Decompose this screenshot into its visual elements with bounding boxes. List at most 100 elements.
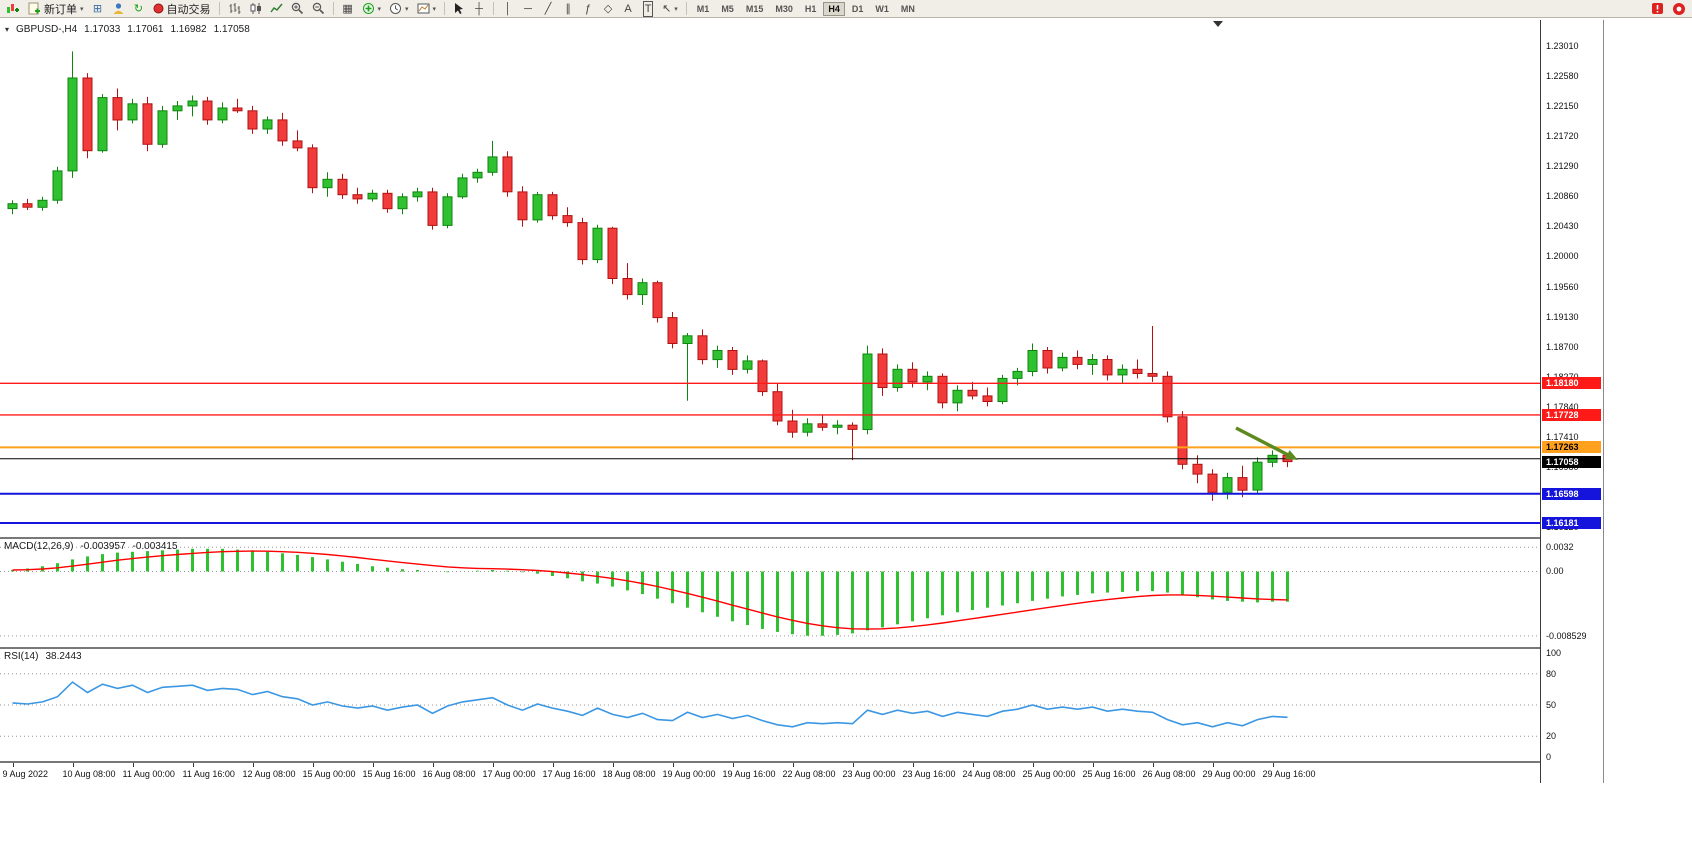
time-axis-tick [312, 763, 314, 767]
time-axis-tick [12, 763, 14, 767]
timeframe-button-m15[interactable]: M15 [741, 2, 769, 16]
text-icon: A [624, 2, 632, 15]
tile-windows-button[interactable]: ▦ [339, 1, 357, 17]
candles-layer [7, 51, 1293, 501]
vertical-line-tool-button[interactable]: │ [499, 1, 517, 17]
time-axis-label: 29 Aug 00:00 [1202, 769, 1256, 779]
horizontal-line-tool-button[interactable]: ─ [519, 1, 537, 17]
rsi-grid [0, 673, 1540, 737]
time-axis-tick [252, 763, 254, 767]
panel-divider[interactable] [0, 647, 1602, 649]
time-axis[interactable]: 9 Aug 2022 10 Aug 08:00 11 Aug 00:00 11 Aug… [0, 763, 1540, 783]
channel-tool-button[interactable]: ∥ [559, 1, 577, 17]
time-axis-label: 24 Aug 08:00 [962, 769, 1016, 779]
price-axis[interactable]: 1.23010 1.22580 1.22150 1.21720 1.21290 1.208… [1540, 20, 1604, 783]
chevron-down-icon: ▾ [377, 5, 382, 13]
channel-icon: ∥ [565, 2, 571, 15]
bar-high-value: 1.17061 [127, 24, 164, 35]
time-axis-label: 9 Aug 2022 [2, 769, 49, 779]
cursor-button[interactable] [450, 1, 468, 17]
time-axis-tick [372, 763, 374, 767]
timeframe-button-m5[interactable]: M5 [716, 2, 739, 16]
time-axis-tick [672, 763, 674, 767]
toolbar-separator [444, 2, 446, 15]
arrows-icon: ↖ [662, 2, 672, 15]
timeframe-button-m1[interactable]: M1 [692, 2, 715, 16]
main-toolbar: 新订单 ▾ ⊞ ↻ 自动交易 [0, 0, 1692, 18]
price-level-tag: 1.16181 [1542, 517, 1601, 529]
price-axis-label: 1.20000 [1546, 251, 1579, 261]
indicators-button[interactable]: ▾ [359, 1, 385, 17]
price-level-tag: 1.16598 [1542, 488, 1601, 500]
time-axis-label: 17 Aug 00:00 [482, 769, 536, 779]
alert-button[interactable] [1648, 1, 1667, 17]
templates-button[interactable]: ▾ [414, 1, 440, 17]
price-chart[interactable] [0, 20, 1540, 537]
price-axis-label: 1.19130 [1546, 312, 1579, 322]
zoom-in-button[interactable] [288, 1, 307, 17]
alert-icon [1652, 3, 1663, 14]
crosshair-button[interactable]: ┼ [470, 1, 488, 17]
market-watch-icon: ⊞ [92, 2, 103, 15]
new-chart-icon [7, 3, 19, 13]
rsi-chart[interactable] [0, 649, 1540, 761]
price-axis-label: 1.20430 [1546, 221, 1579, 231]
shapes-tool-button[interactable]: ◇ [599, 1, 617, 17]
community-button[interactable] [109, 1, 128, 17]
market-watch-button[interactable]: ⊞ [89, 1, 107, 17]
candlestick-mode-button[interactable] [246, 1, 265, 17]
shapes-icon: ◇ [603, 2, 613, 15]
one-click-trading-toggle-icon[interactable]: ▾ [5, 25, 10, 34]
price-axis-label: 1.20860 [1546, 191, 1579, 201]
bar-chart-mode-button[interactable] [225, 1, 244, 17]
macd-axis-label: 0.00 [1546, 566, 1564, 576]
notification-button[interactable] [1669, 1, 1689, 17]
rsi-name: RSI(14) [4, 651, 39, 662]
rsi-axis-label: 100 [1546, 648, 1562, 658]
new-order-button[interactable]: 新订单 ▾ [25, 1, 87, 17]
timeframe-button-m30[interactable]: M30 [770, 2, 798, 16]
chevron-down-icon: ▾ [80, 5, 84, 13]
trendline-tool-button[interactable]: ╱ [539, 1, 557, 17]
text-tool-button[interactable]: A [619, 1, 637, 17]
line-chart-icon [269, 3, 283, 13]
time-axis-tick [612, 763, 614, 767]
timeframe-button-h4[interactable]: H4 [823, 1, 845, 16]
arrows-tool-button[interactable]: ↖ ▾ [659, 1, 681, 17]
text-label-tool-button[interactable]: T [639, 0, 657, 17]
macd-panel: MACD(12,26,9) -0.003957 -0.003415 [0, 539, 1540, 647]
timeframe-button-mn[interactable]: MN [896, 2, 920, 16]
text-label-icon: T [642, 0, 654, 17]
line-chart-mode-button[interactable] [267, 1, 286, 17]
period-button[interactable]: ▾ [386, 1, 412, 17]
current-price-tag: 1.17058 [1542, 456, 1601, 468]
timeframe-button-d1[interactable]: D1 [847, 2, 869, 16]
chevron-down-icon: ▾ [405, 5, 409, 13]
macd-signal-value: -0.003415 [132, 541, 178, 552]
panel-divider[interactable] [0, 761, 1602, 763]
timeframe-button-h1[interactable]: H1 [800, 2, 822, 16]
crosshair-icon: ┼ [475, 2, 483, 15]
symbol-title: GBPUSD-,H4 [16, 24, 78, 35]
price-axis-label: 1.22580 [1546, 71, 1579, 81]
time-axis-tick [432, 763, 434, 767]
clock-icon [390, 3, 402, 14]
trend-arrow-annotation[interactable] [1235, 426, 1298, 460]
timeframe-button-w1[interactable]: W1 [870, 2, 894, 16]
refresh-button[interactable]: ↻ [130, 1, 148, 17]
panel-divider[interactable] [0, 537, 1602, 539]
time-axis-tick [72, 763, 74, 767]
zoom-out-icon [312, 2, 324, 15]
time-axis-tick [792, 763, 794, 767]
price-level-tag: 1.17263 [1542, 441, 1601, 453]
toolbar-separator [218, 2, 220, 15]
new-chart-button[interactable] [3, 1, 23, 17]
macd-name: MACD(12,26,9) [4, 541, 74, 552]
macd-chart[interactable] [0, 539, 1540, 647]
price-level-tag: 1.17728 [1542, 409, 1601, 421]
macd-histogram [11, 548, 1289, 636]
zoom-out-button[interactable] [309, 1, 328, 17]
fibonacci-tool-button[interactable]: ƒ [579, 1, 597, 17]
auto-trading-button[interactable]: 自动交易 [150, 1, 214, 17]
vertical-line-icon: │ [504, 2, 512, 15]
